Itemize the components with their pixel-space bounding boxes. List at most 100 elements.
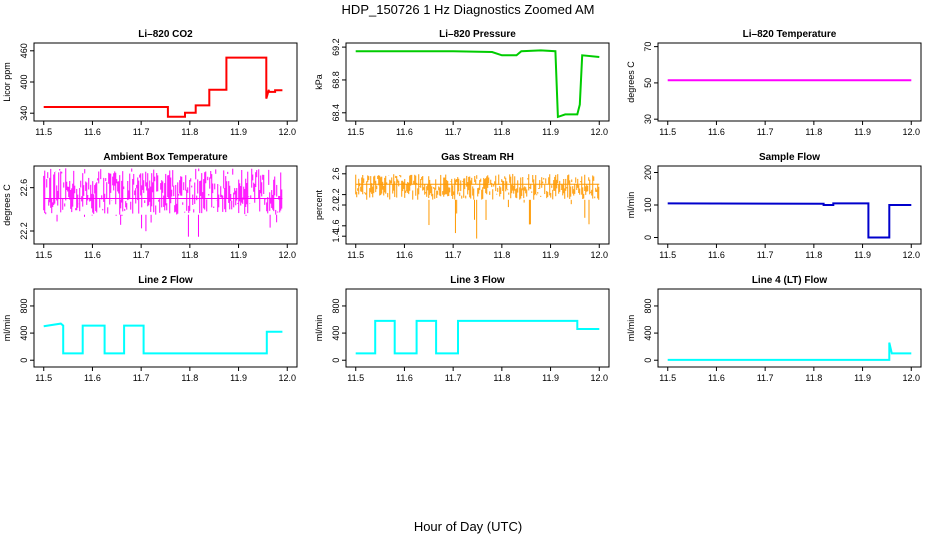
figure-title: HDP_150726 1 Hz Diagnostics Zoomed AM (342, 2, 595, 17)
y-axis-label: Licor ppm (2, 62, 12, 102)
y-tick-label: 400 (331, 326, 341, 341)
panel-line4: Line 4 (LT) Flow ml/min 11.5 11.6 11.7 11.8 11… (626, 275, 922, 383)
x-tick-label: 11.6 (708, 250, 725, 260)
x-tick-label: 11.5 (35, 127, 52, 137)
x-tick-label: 12.0 (902, 373, 920, 383)
panel-box_temp: Ambient Box Temperature degrees C 11.5 11.6… (2, 152, 298, 260)
panel-pressure: Li–820 Pressure kPa 11.5 11.6 11.7 11.8 11.9 12… (314, 29, 610, 137)
y-tick-label: 100 (643, 197, 653, 212)
y-tick-label: 0 (19, 358, 29, 363)
x-tick-label: 12.0 (278, 250, 296, 260)
y-tick-label: 22.2 (19, 222, 29, 240)
y-tick-label: 400 (643, 326, 653, 341)
panel-sample_flow: Sample Flow ml/min 11.5 11.6 11.7 11.8 11.9 12.… (626, 152, 922, 260)
y-tick-label: 0 (643, 358, 653, 363)
x-tick-label: 11.6 (708, 373, 725, 383)
panel-co2: Li–820 CO2 Licor ppm 11.5 11.6 11.7 11.8 11.9 1… (2, 29, 298, 137)
x-tick-label: 11.6 (84, 250, 101, 260)
x-tick-label: 11.6 (84, 127, 101, 137)
plot-frame (33, 288, 298, 368)
plot-frame (657, 165, 922, 245)
series-line (43, 56, 283, 118)
y-tick-label: 400 (19, 326, 29, 341)
plot-frame (345, 42, 610, 122)
x-tick-label: 11.7 (445, 373, 462, 383)
x-tick-label: 11.9 (854, 250, 871, 260)
y-tick-label: 2.6 (331, 168, 341, 181)
x-tick-label: 11.7 (445, 250, 462, 260)
y-tick-label: 1.6 (331, 220, 341, 233)
x-tick-label: 11.5 (347, 250, 364, 260)
x-tick-label: 11.8 (181, 373, 198, 383)
x-tick-label: 12.0 (590, 127, 608, 137)
y-axis-label: ml/min (314, 315, 324, 342)
x-tick-label: 11.7 (445, 127, 462, 137)
x-tick-label: 11.5 (347, 373, 364, 383)
y-tick-label: 400 (19, 74, 29, 89)
y-axis-label: degrees C (626, 61, 636, 103)
y-tick-label: 800 (643, 298, 653, 313)
y-tick-label: 0 (643, 235, 653, 240)
x-tick-label: 11.8 (181, 250, 198, 260)
panel-title: Gas Stream RH (441, 152, 514, 163)
x-tick-label: 11.7 (757, 250, 774, 260)
x-tick-label: 11.5 (659, 250, 676, 260)
panel-line3: Line 3 Flow ml/min 11.5 11.6 11.7 11.8 11.9 12.… (314, 275, 610, 383)
y-tick-label: 69.2 (331, 38, 341, 56)
x-tick-label: 11.8 (493, 127, 510, 137)
x-tick-label: 11.6 (396, 373, 413, 383)
figure-x-label: Hour of Day (UTC) (414, 519, 522, 534)
x-tick-label: 11.5 (347, 127, 364, 137)
y-tick-label: 800 (331, 298, 341, 313)
y-tick-label: 800 (19, 298, 29, 313)
x-tick-label: 11.7 (133, 373, 150, 383)
y-tick-label: 460 (19, 43, 29, 58)
x-tick-label: 11.6 (396, 127, 413, 137)
panel-rh: Gas Stream RH percent 11.5 11.6 11.7 11.8 11.9… (314, 152, 610, 260)
y-tick-label: 70 (643, 42, 653, 52)
y-tick-label: 0 (331, 358, 341, 363)
x-tick-label: 11.8 (181, 127, 198, 137)
panels: Li–820 CO2 Licor ppm 11.5 11.6 11.7 11.8 11.9 1… (2, 29, 922, 383)
x-tick-label: 11.5 (659, 373, 676, 383)
panel-title: Li–820 Temperature (743, 29, 837, 40)
y-tick-label: 200 (643, 165, 653, 180)
panel-title: Li–820 CO2 (138, 29, 193, 40)
panel-title: Line 3 Flow (450, 275, 505, 286)
y-tick-label: 2.2 (331, 188, 341, 201)
x-tick-label: 11.5 (35, 250, 52, 260)
x-tick-label: 12.0 (278, 127, 296, 137)
x-tick-label: 11.7 (133, 250, 150, 260)
y-axis-label: percent (314, 189, 324, 220)
y-axis-label: degrees C (2, 184, 12, 226)
x-tick-label: 11.9 (854, 127, 871, 137)
plot-frame (345, 288, 610, 368)
series-line (667, 342, 912, 361)
y-tick-label: 340 (19, 106, 29, 121)
x-tick-label: 11.8 (805, 127, 822, 137)
plot-frame (33, 165, 298, 245)
noise-band (43, 168, 283, 237)
noise-band (355, 173, 600, 239)
series-line (43, 322, 283, 355)
x-tick-label: 12.0 (590, 373, 608, 383)
x-tick-label: 11.8 (493, 250, 510, 260)
panel-licor_temp: Li–820 Temperature degrees C 11.5 11.6 11.7 1… (626, 29, 922, 137)
x-tick-label: 11.7 (133, 127, 150, 137)
x-tick-label: 11.9 (542, 373, 559, 383)
y-tick-label: 22.6 (19, 179, 29, 197)
x-tick-label: 11.7 (757, 127, 774, 137)
plot-frame (33, 42, 298, 122)
plot-frame (657, 288, 922, 368)
x-tick-label: 11.8 (805, 250, 822, 260)
x-tick-label: 12.0 (590, 250, 608, 260)
x-tick-label: 11.7 (757, 373, 774, 383)
x-tick-label: 11.6 (84, 373, 101, 383)
x-tick-label: 11.9 (542, 127, 559, 137)
y-tick-label: 68.4 (331, 104, 341, 122)
series-line (355, 319, 600, 355)
x-tick-label: 12.0 (902, 250, 920, 260)
x-tick-label: 11.9 (542, 250, 559, 260)
y-tick-label: 1.4 (331, 230, 341, 243)
